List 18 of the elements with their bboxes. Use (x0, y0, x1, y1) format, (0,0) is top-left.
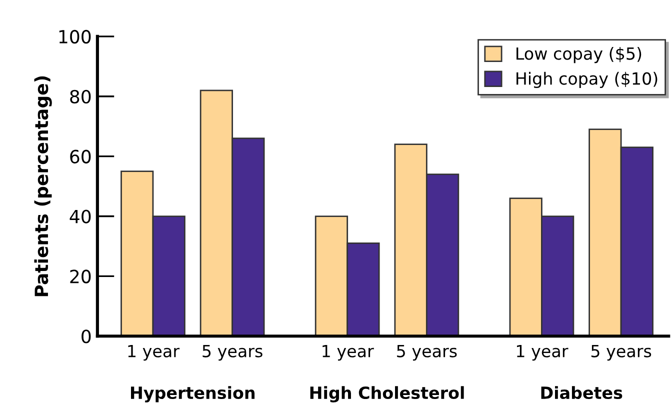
legend-label: Low copay ($5) (516, 46, 642, 64)
y-tick-label: 100 (59, 30, 91, 44)
text: Hypertension (130, 386, 255, 402)
x-tick-label: 5 years (591, 344, 652, 361)
y-tick-label: 80 (70, 90, 91, 104)
y-tick-label: 60 (70, 150, 91, 164)
y-tick-label: 20 (70, 270, 91, 284)
text: Diabetes (541, 386, 622, 400)
legend-label: High copay ($10) (516, 72, 658, 88)
y-tick-label: 0 (82, 330, 91, 344)
x-tick-label: 5 years (397, 344, 457, 361)
y-tick-label: 40 (70, 210, 91, 224)
x-tick-label: 5 years (202, 344, 262, 361)
y-axis-title: Patients (percentage) (34, 76, 52, 296)
x-tick-label: 1 year (322, 344, 374, 361)
x-tick-label: 1 year (128, 344, 180, 361)
x-tick-label: 1 year (516, 344, 568, 361)
text: High Cholesterol (310, 386, 464, 402)
